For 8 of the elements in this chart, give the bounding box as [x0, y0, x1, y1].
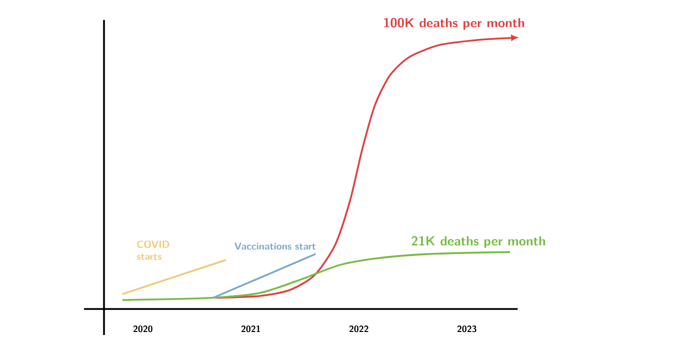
x-tick-label: 2020	[133, 326, 152, 332]
series-label: Vaccinations start	[234, 242, 316, 250]
x-tick-label: 2021	[241, 326, 260, 332]
series-label: 21K deaths per month	[412, 236, 546, 248]
x-tick-label: 2022	[349, 326, 368, 332]
x-tick-label: 2023	[457, 326, 476, 332]
series-label: 100K deaths per month	[384, 18, 524, 30]
series-label: COVID starts	[136, 240, 170, 260]
